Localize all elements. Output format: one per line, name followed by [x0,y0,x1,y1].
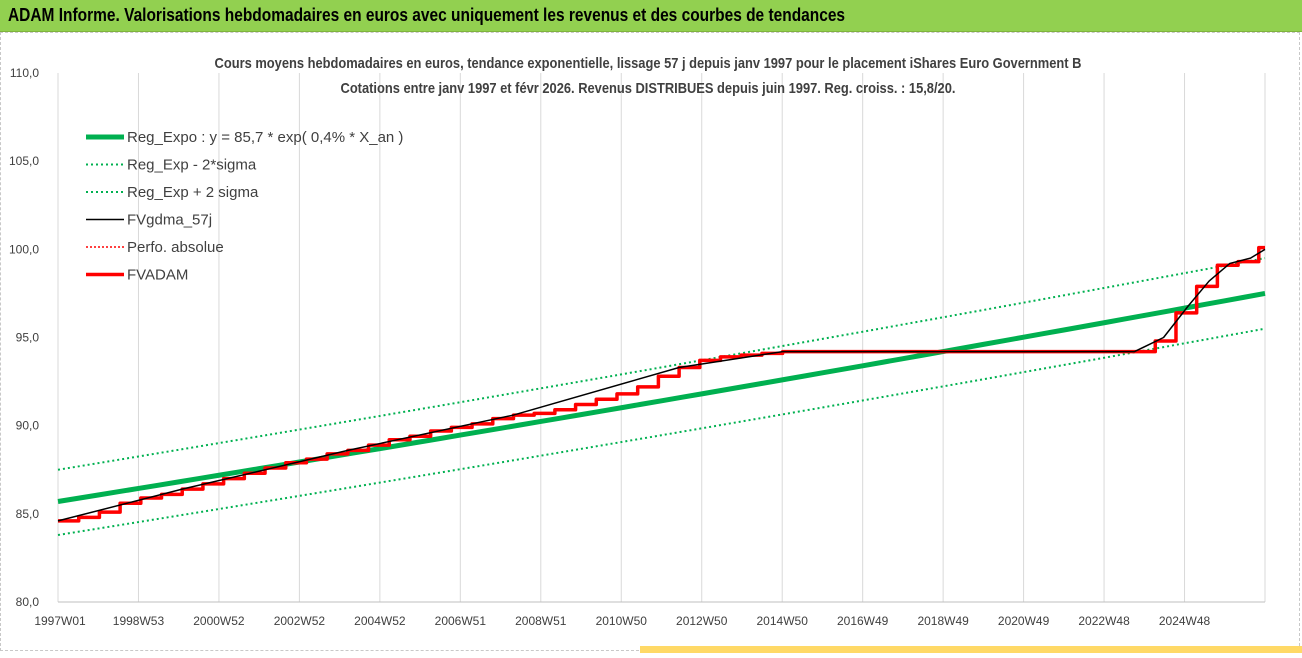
y-tick-label: 105,0 [9,154,39,168]
series-reg-exp-2-sigma [57,257,1266,471]
y-tick-label: 85,0 [16,507,40,521]
legend-label: Reg_Exp + 2 sigma [127,184,259,201]
x-tick-label: 2002W52 [274,614,326,628]
chart-area: 1997W01 1998W53 2000W52 2002W52 2004W52 2006W… [0,32,1302,653]
y-tick-label: 95,0 [16,331,40,345]
y-tick-label: 100,0 [9,242,39,256]
x-tick-label: 2000W52 [193,614,245,628]
chart-title: Cours moyens hebdomadaires en euros, ten… [215,54,1082,71]
axes-group: 1997W01 1998W53 2000W52 2002W52 2004W52 2006W… [9,66,1265,628]
line-chart: 1997W01 1998W53 2000W52 2002W52 2004W52 2006W… [9,54,1266,628]
series-reg-exp-2-sigma [57,327,1266,536]
legend-label: Reg_Exp - 2*sigma [127,157,257,174]
series-reg-expo-y-85-7-exp-0-4-x-an [57,290,1266,504]
x-tick-label: 2018W49 [917,614,969,628]
bottom-strip [640,646,1302,653]
x-tick-label: 2022W48 [1078,614,1130,628]
x-tick-label: 2004W52 [354,614,406,628]
x-tick-label: 1998W53 [113,614,165,628]
y-tick-label: 80,0 [16,595,40,609]
header-bar: ADAM Informe. Valorisations hebdomadaire… [0,0,1302,32]
x-tick-label: 2024W48 [1159,614,1211,628]
legend-label: Reg_Expo : y = 85,7 * exp( 0,4% * X_an ) [127,129,403,146]
x-tick-label: 2016W49 [837,614,889,628]
x-tick-label: 2020W49 [998,614,1050,628]
legend-label: FVgdma_57j [127,212,212,229]
y-tick-label: 90,0 [16,419,40,433]
chart-subtitle: Cotations entre janv 1997 et févr 2026. … [341,79,956,96]
x-tick-label: 2014W50 [757,614,809,628]
series-group [57,245,1266,536]
x-tick-label: 2006W51 [435,614,487,628]
x-tick-label: 2008W51 [515,614,567,628]
x-tick-label: 1997W01 [34,614,86,628]
legend-label: Perfo. absolue [127,239,224,256]
y-tick-label: 110,0 [10,66,39,80]
x-tick-label: 2012W50 [676,614,728,628]
page-title: ADAM Informe. Valorisations hebdomadaire… [8,5,846,25]
series-fvgdma-57j [57,248,1266,522]
x-tick-label: 2010W50 [596,614,648,628]
series-fvadam [58,245,1265,523]
legend: Reg_Expo : y = 85,7 * exp( 0,4% * X_an )… [86,129,403,284]
grid-lines [57,73,1266,602]
legend-label: FVADAM [127,267,188,284]
